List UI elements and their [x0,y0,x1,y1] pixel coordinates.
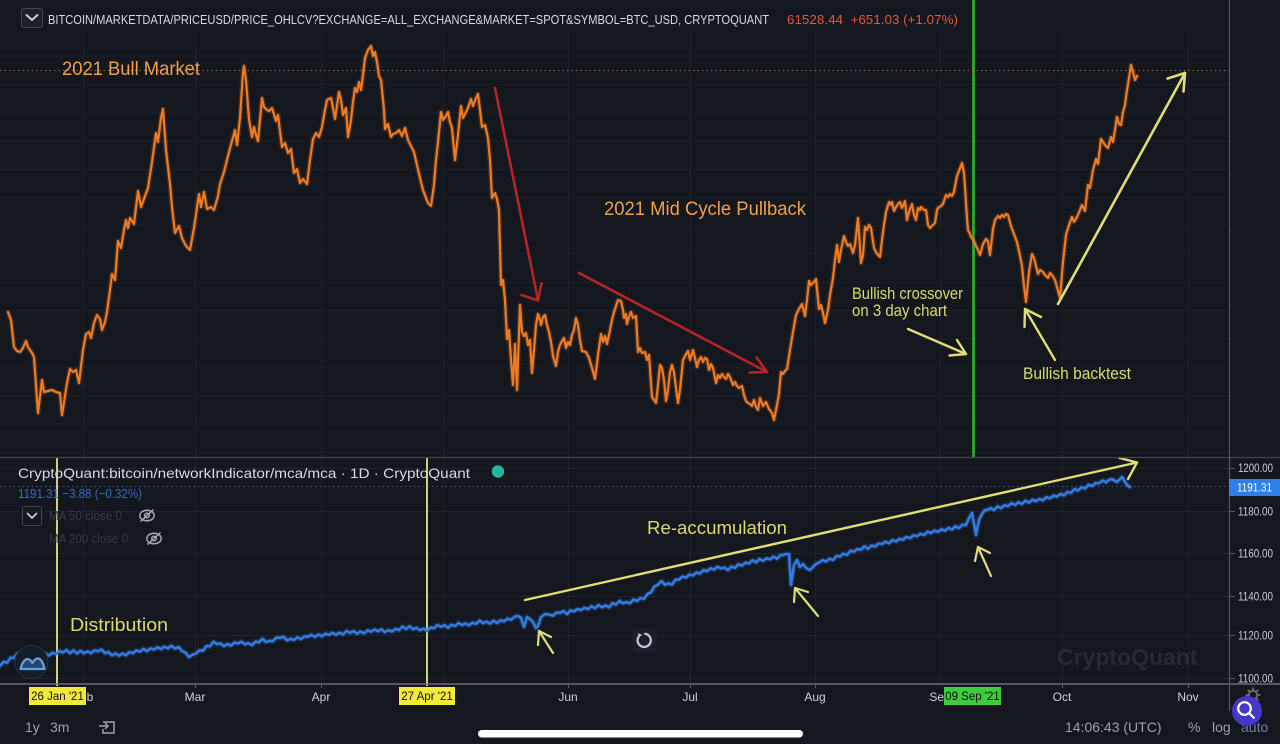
svg-text:Oct: Oct [1053,690,1072,704]
svg-text:1160.00: 1160.00 [1238,549,1273,561]
svg-text:Mar: Mar [185,690,206,704]
svg-text:CryptoQuant: CryptoQuant [1057,644,1198,670]
svg-text:09 Sep '21: 09 Sep '21 [945,691,1000,703]
svg-text:1180.00: 1180.00 [1238,507,1273,519]
svg-text:Aug: Aug [804,690,825,704]
svg-text:log: log [1212,719,1231,735]
svg-text:14:06:43 (UTC): 14:06:43 (UTC) [1065,719,1161,735]
svg-text:1120.00: 1120.00 [1238,631,1273,643]
svg-text:BITCOIN/MARKETDATA/PRICEUSD/PR: BITCOIN/MARKETDATA/PRICEUSD/PRICE_OHLCV?… [48,12,769,27]
svg-text:2021 Mid Cycle Pullback: 2021 Mid Cycle Pullback [604,198,806,220]
svg-text:MA 200 close 0: MA 200 close 0 [49,532,128,546]
svg-text:Nov: Nov [1177,690,1198,704]
svg-text:Apr: Apr [312,690,331,704]
svg-text:Re-accumulation: Re-accumulation [647,517,787,538]
svg-text:26 Jan '21: 26 Jan '21 [31,691,84,703]
svg-text:Bullish backtest: Bullish backtest [1023,365,1131,383]
svg-text:3m: 3m [50,719,69,735]
svg-text:1200.00: 1200.00 [1238,463,1273,475]
svg-text:%: % [1188,719,1200,735]
svg-text:1191.31: 1191.31 [1237,483,1272,495]
svg-text:Jul: Jul [682,690,697,704]
svg-text:27 Apr '21: 27 Apr '21 [401,691,452,703]
svg-text:Jun: Jun [558,690,577,704]
svg-text:1y: 1y [25,719,40,735]
svg-text:1191.31 −3.88 (−0.32%): 1191.31 −3.88 (−0.32%) [18,486,142,501]
svg-text:Distribution: Distribution [70,614,168,635]
svg-text:on 3 day chart: on 3 day chart [852,302,947,320]
svg-text:MA 50 close 0: MA 50 close 0 [49,509,122,523]
svg-text:1140.00: 1140.00 [1238,592,1273,604]
svg-text:61528.44 +651.03 (+1.07%): 61528.44 +651.03 (+1.07%) [787,12,958,27]
svg-text:2021 Bull Market: 2021 Bull Market [62,58,201,80]
svg-text:1100.00: 1100.00 [1238,674,1273,686]
svg-text:CryptoQuant:bitcoin/networkInd: CryptoQuant:bitcoin/networkIndicator/mca… [18,465,470,481]
svg-text:Bullish crossover: Bullish crossover [852,285,963,303]
